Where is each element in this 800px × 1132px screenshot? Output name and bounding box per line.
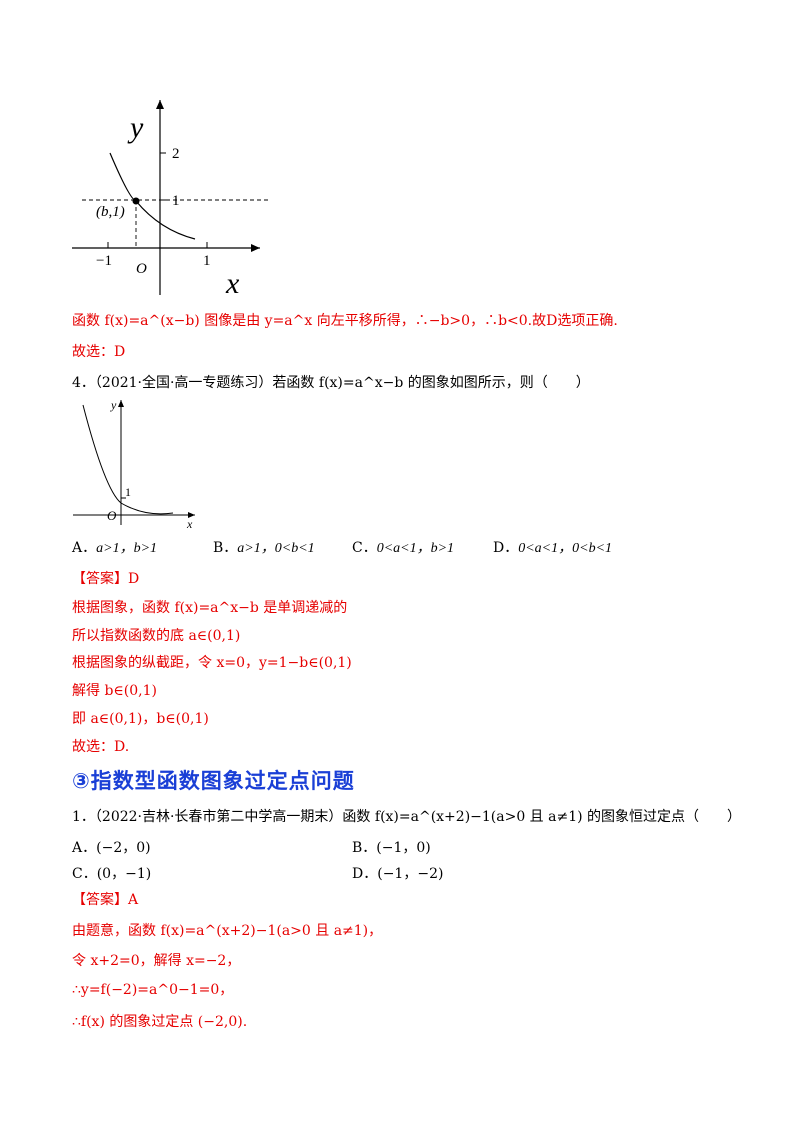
point-b1 xyxy=(132,197,140,205)
q1-option-d[interactable]: D．(−1，−2) xyxy=(352,866,444,882)
decay-curve-q4 xyxy=(82,404,174,515)
answer-prev: 故选：D xyxy=(72,344,126,360)
section-title: ③指数型函数图象过定点问题 xyxy=(72,769,355,793)
origin-label: O xyxy=(136,261,147,277)
q4-origin: O xyxy=(107,508,117,523)
q1-answer: 【答案】A xyxy=(72,892,139,908)
q4-sol-2: 所以指数函数的底 a∈(0,1) xyxy=(72,628,241,644)
q1-sol-2: 令 x+2=0，解得 x=−2， xyxy=(72,953,241,969)
q4-sol-6: 故选：D. xyxy=(72,739,130,755)
q1-sol-4: ∴f(x) 的图象过定点 (−2,0). xyxy=(72,1014,248,1030)
q4-stem: 4．（2021·全国·高一专题练习）若函数 f(x)=a^x−b 的图象如图所示… xyxy=(72,375,590,391)
tick-y1: 1 xyxy=(172,193,180,209)
q4-sol-3: 根据图象的纵截距，令 x=0，y=1−b∈(0,1) xyxy=(72,655,352,671)
explain-line: 函数 f(x)=a^(x−b) 图像是由 y=a^x 向左平移所得，∴−b>0，… xyxy=(72,313,618,329)
q1-option-c[interactable]: C．(0，−1) xyxy=(72,866,152,882)
q4-option-b[interactable]: B．a>1，0<b<1 xyxy=(213,540,315,556)
q4-answer: 【答案】D xyxy=(72,571,140,587)
q1-stem: 1．（2022·吉林·长春市第二中学高一期末）函数 f(x)=a^(x+2)−1… xyxy=(72,809,742,825)
q1-sol-1: 由题意，函数 f(x)=a^(x+2)−1(a>0 且 a≠1)， xyxy=(72,923,383,939)
tick-x1: 1 xyxy=(203,253,211,269)
decay-curve-1 xyxy=(109,152,196,240)
q4-option-c[interactable]: C．0<a<1，b>1 xyxy=(352,540,455,556)
y-axis-label: y xyxy=(127,111,144,144)
q4-y-label: y xyxy=(110,398,117,412)
q4-sol-4: 解得 b∈(0,1) xyxy=(72,683,157,699)
tick-xm1: −1 xyxy=(96,253,112,269)
point-label: (b,1) xyxy=(96,204,125,220)
x-axis-label: x xyxy=(225,267,240,300)
tick-y2: 2 xyxy=(172,146,180,162)
q1-option-b[interactable]: B．(−1，0) xyxy=(352,840,431,856)
q4-x-label: x xyxy=(186,517,193,530)
q1-sol-3: ∴y=f(−2)=a^0−1=0， xyxy=(72,982,234,998)
q4-sol-1: 根据图象，函数 f(x)=a^x−b 是单调递减的 xyxy=(72,600,348,616)
q1-option-a[interactable]: A．(−2，0) xyxy=(72,840,151,856)
graph-1: y x 2 1 (b,1) −1 1 O xyxy=(72,100,270,300)
graph-q4: y x 1 O xyxy=(73,398,195,530)
q4-tick-1: 1 xyxy=(125,485,131,499)
q4-option-d[interactable]: D．0<a<1，0<b<1 xyxy=(493,540,613,556)
q4-option-a[interactable]: A．a>1，b>1 xyxy=(72,540,158,556)
q4-sol-5: 即 a∈(0,1)，b∈(0,1) xyxy=(72,711,209,727)
